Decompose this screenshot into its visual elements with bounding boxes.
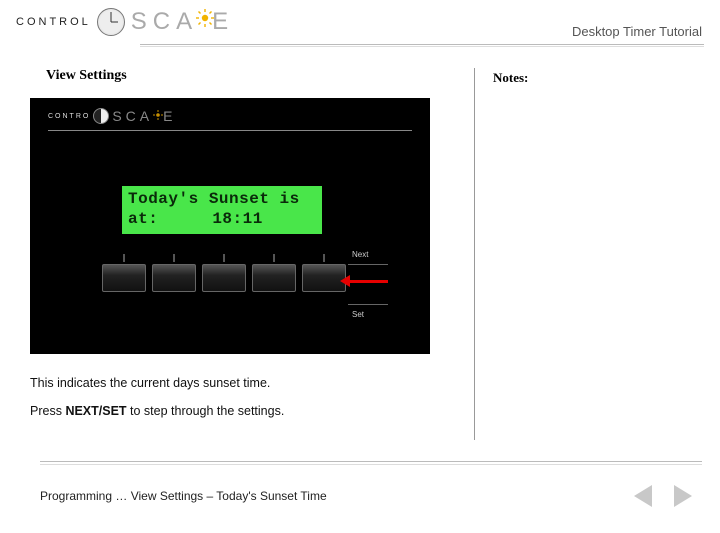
sun-icon (196, 6, 214, 24)
nav-arrows (634, 485, 692, 507)
footer-divider (40, 461, 702, 462)
device-button-row (102, 254, 346, 294)
sun-icon (153, 107, 163, 117)
device-divider (48, 130, 412, 131)
pointer-arrow-icon (340, 278, 388, 284)
lcd-display: Today's Sunset is at:18:11 (122, 186, 322, 234)
device-logo-scape: SCAE (112, 108, 176, 124)
device-logo: CONTRO SCAE (48, 108, 412, 124)
prev-button[interactable] (634, 485, 652, 507)
header-divider (140, 44, 704, 46)
header: CONTROL SCA E Desktop Timer Tutorial (0, 0, 720, 48)
next-button[interactable] (674, 485, 692, 507)
notes-title: Notes: (493, 70, 684, 86)
lcd-line2: at:18:11 (128, 209, 316, 229)
device-screenshot: CONTRO SCAE Today's Sunset is at:18:11 N… (30, 98, 430, 354)
device-button[interactable] (252, 254, 296, 294)
device-side-divider (348, 264, 388, 265)
body: View Settings CONTRO SCAE Today's Sunset… (0, 48, 720, 440)
breadcrumb: Programming … View Settings – Today's Su… (40, 489, 327, 503)
logo-scape-text: SCA E (131, 8, 234, 36)
device-logo-control: CONTRO (48, 113, 90, 120)
caption-area: This indicates the current days sunset t… (30, 376, 474, 418)
clock-icon (97, 8, 125, 36)
device-button[interactable] (302, 254, 346, 294)
footer: Programming … View Settings – Today's Su… (0, 461, 720, 533)
left-column: View Settings CONTRO SCAE Today's Sunset… (16, 68, 474, 440)
logo-control-text: CONTROL (16, 16, 91, 28)
lcd-line1: Today's Sunset is (128, 189, 316, 209)
device-button[interactable] (202, 254, 246, 294)
device-side-divider (348, 304, 388, 305)
moon-clock-icon (93, 108, 109, 124)
section-title: View Settings (46, 68, 474, 84)
label-set: Set (352, 310, 364, 319)
caption-line-2: Press NEXT/SET to step through the setti… (30, 404, 474, 418)
label-next: Next (352, 250, 368, 259)
caption-line-1: This indicates the current days sunset t… (30, 376, 474, 390)
notes-column: Notes: (474, 68, 684, 440)
logo-scape-part1: SCA (131, 8, 198, 35)
page-title: Desktop Timer Tutorial (572, 24, 702, 39)
device-button[interactable] (102, 254, 146, 294)
device-button[interactable] (152, 254, 196, 294)
logo-scape-part2: E (212, 8, 234, 35)
